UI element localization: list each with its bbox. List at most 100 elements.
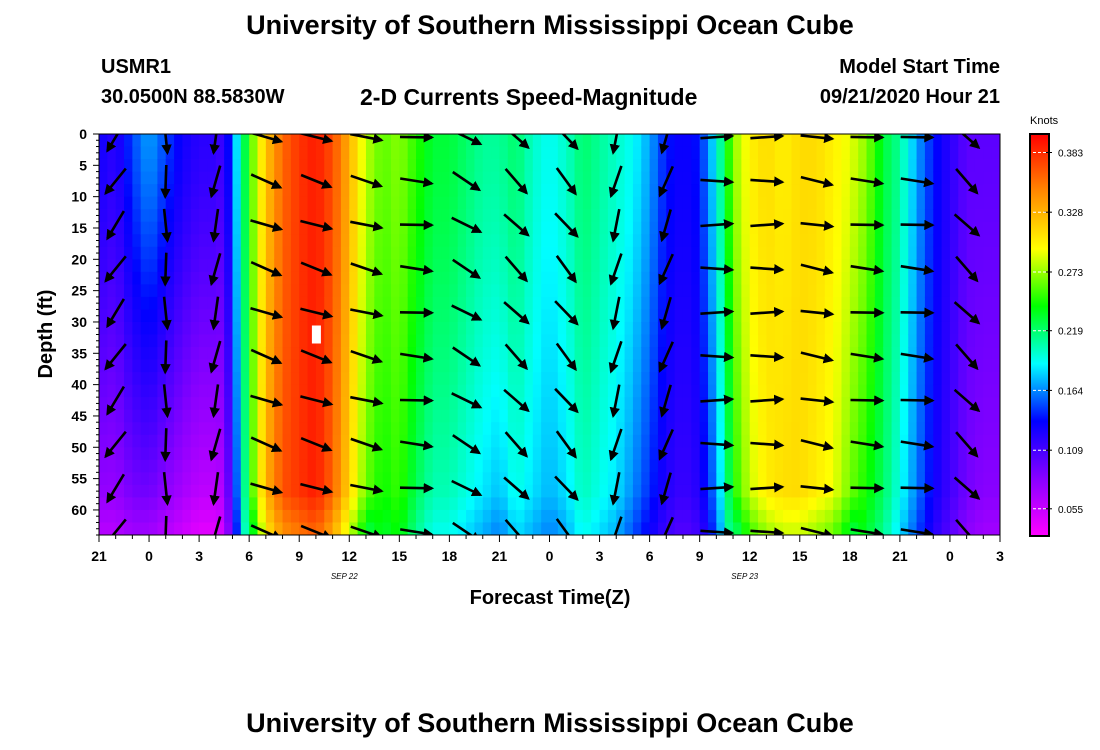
heat-cell	[574, 221, 584, 235]
heat-cell	[432, 434, 442, 448]
heat-cell	[916, 246, 926, 260]
heat-cell	[374, 146, 384, 160]
heat-cell	[257, 447, 267, 461]
heat-cell	[708, 447, 717, 461]
heat-cell	[708, 221, 717, 235]
heat-cell	[190, 509, 200, 524]
heat-cell	[157, 472, 167, 486]
heat-cell	[708, 409, 717, 423]
heat-cell	[382, 196, 392, 210]
heat-cell	[983, 171, 993, 185]
footer-title: University of Southern Mississippi Ocean…	[246, 708, 854, 738]
heat-cell	[833, 246, 843, 260]
heat-cell	[891, 184, 901, 198]
heat-cell	[557, 234, 567, 248]
heat-cell	[532, 484, 542, 499]
heat-cell	[632, 509, 642, 524]
heat-cell	[432, 321, 442, 336]
heat-cell	[441, 296, 450, 311]
heat-cell	[799, 397, 809, 411]
heat-cell	[666, 409, 676, 423]
heat-cell	[574, 422, 584, 436]
heat-cell	[157, 209, 167, 223]
heat-cell	[682, 409, 692, 423]
heat-cell	[482, 309, 492, 323]
heat-cell	[124, 384, 133, 398]
heat-cell	[908, 509, 918, 524]
heat-cell	[841, 171, 851, 185]
heat-cell	[474, 472, 484, 486]
heat-cell	[124, 159, 133, 173]
heat-cell	[607, 284, 617, 298]
heat-cell	[657, 159, 667, 173]
heat-cell	[616, 134, 626, 148]
heat-cell	[866, 434, 876, 448]
heat-cell	[115, 184, 125, 198]
heat-cell	[774, 196, 784, 210]
heat-cell	[649, 359, 659, 373]
heat-cell	[182, 284, 192, 298]
current-vector	[750, 134, 785, 142]
heat-cell	[716, 296, 726, 311]
heat-cell	[724, 321, 734, 336]
heat-cell	[491, 434, 501, 448]
heat-cell	[199, 246, 209, 260]
heat-cell	[174, 422, 184, 436]
heat-cell	[290, 246, 300, 260]
heat-cell	[132, 409, 142, 423]
heat-cell	[799, 509, 809, 524]
heat-cell	[390, 384, 400, 398]
heat-cell	[324, 447, 334, 461]
heat-cell	[432, 171, 442, 185]
heat-cell	[549, 321, 559, 336]
heat-cell	[741, 384, 751, 398]
current-vector	[609, 384, 621, 419]
heat-cell	[474, 509, 484, 524]
heat-cell	[924, 134, 934, 148]
heat-cell	[115, 484, 125, 499]
heat-cell	[549, 497, 559, 511]
heat-cell	[657, 484, 667, 499]
heat-cell	[891, 447, 901, 461]
heat-cell	[382, 159, 392, 173]
heat-cell	[424, 384, 434, 398]
heat-cell	[340, 159, 350, 173]
heat-cell	[365, 334, 375, 348]
heat-cell	[424, 146, 434, 160]
heat-cell	[924, 146, 934, 160]
heat-cell	[307, 159, 317, 173]
heat-cell	[290, 522, 300, 535]
current-vector	[955, 343, 979, 371]
heat-cell	[733, 146, 742, 160]
heat-cell	[816, 209, 826, 223]
heat-cell	[232, 271, 242, 285]
heat-cell	[182, 234, 192, 248]
heat-cell	[582, 321, 592, 336]
heat-cell	[816, 447, 826, 461]
heat-cell	[824, 221, 834, 235]
date-label: SEP 23	[731, 572, 758, 581]
heat-cell	[582, 484, 592, 499]
heat-cell	[299, 472, 309, 486]
current-vector	[750, 527, 785, 535]
heat-cell	[641, 347, 651, 361]
current-vector	[658, 428, 674, 461]
heat-cell	[407, 372, 417, 386]
heat-cell	[716, 271, 726, 285]
heat-cell	[699, 447, 709, 461]
current-vector	[700, 176, 735, 187]
heat-cell	[390, 422, 400, 436]
heat-cell	[115, 409, 125, 423]
heat-cell	[657, 209, 667, 223]
heat-cell	[432, 309, 442, 323]
heat-cell	[382, 497, 392, 511]
heat-cell	[432, 221, 442, 235]
heat-cell	[574, 459, 584, 473]
heat-cell	[199, 522, 209, 535]
heat-cell	[307, 397, 317, 411]
heat-cell	[816, 321, 826, 336]
heat-cell	[215, 196, 225, 210]
heat-cell	[232, 459, 242, 473]
heat-cell	[299, 409, 309, 423]
heat-cell	[416, 171, 425, 185]
